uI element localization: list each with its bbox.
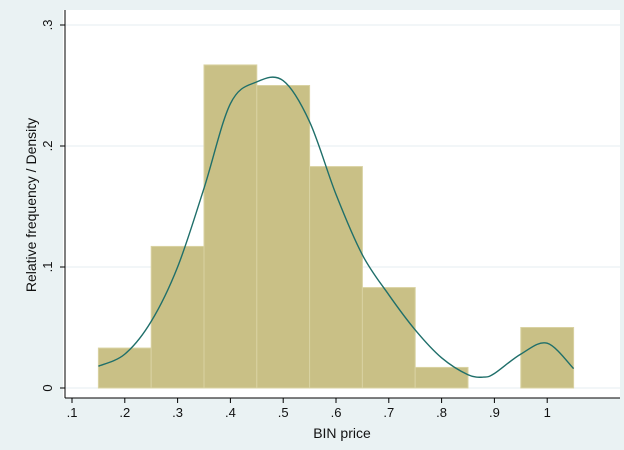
- x-tick-label-4: .5: [278, 405, 289, 420]
- x-tick-label-3: .4: [225, 405, 236, 420]
- y-tick-label-0: 0: [40, 384, 55, 391]
- x-tick-label-2: .3: [172, 405, 183, 420]
- x-tick-label-8: .9: [489, 405, 500, 420]
- x-axis-title: BIN price: [313, 425, 371, 441]
- y-tick-label-2: .2: [40, 141, 55, 152]
- y-axis-ticks: 0 .1 .2 .3: [40, 20, 65, 392]
- x-tick-label-1: .2: [119, 405, 130, 420]
- x-axis-ticks: .1 .2 .3 .4 .5 .6 .7 .8 .9 1: [67, 398, 551, 420]
- histogram-bar-6: [414, 366, 469, 389]
- histogram-bar-1: [150, 245, 205, 389]
- y-tick-label-1: .1: [40, 262, 55, 273]
- histogram-bar-3: [256, 85, 311, 389]
- x-tick-label-5: .6: [331, 405, 342, 420]
- histogram-bar-7: [520, 327, 575, 389]
- x-tick-label-7: .8: [436, 405, 447, 420]
- y-axis-title: Relative frequency / Density: [23, 118, 39, 292]
- y-tick-label-3: .3: [40, 20, 55, 31]
- histogram-bar-5: [361, 287, 416, 389]
- histogram-bar-2: [203, 64, 258, 389]
- x-tick-label-0: .1: [67, 405, 78, 420]
- histogram-bar-4: [309, 166, 363, 389]
- x-tick-label-9: 1: [544, 405, 551, 420]
- density-curve: [98, 76, 575, 378]
- x-tick-label-6: .7: [383, 405, 394, 420]
